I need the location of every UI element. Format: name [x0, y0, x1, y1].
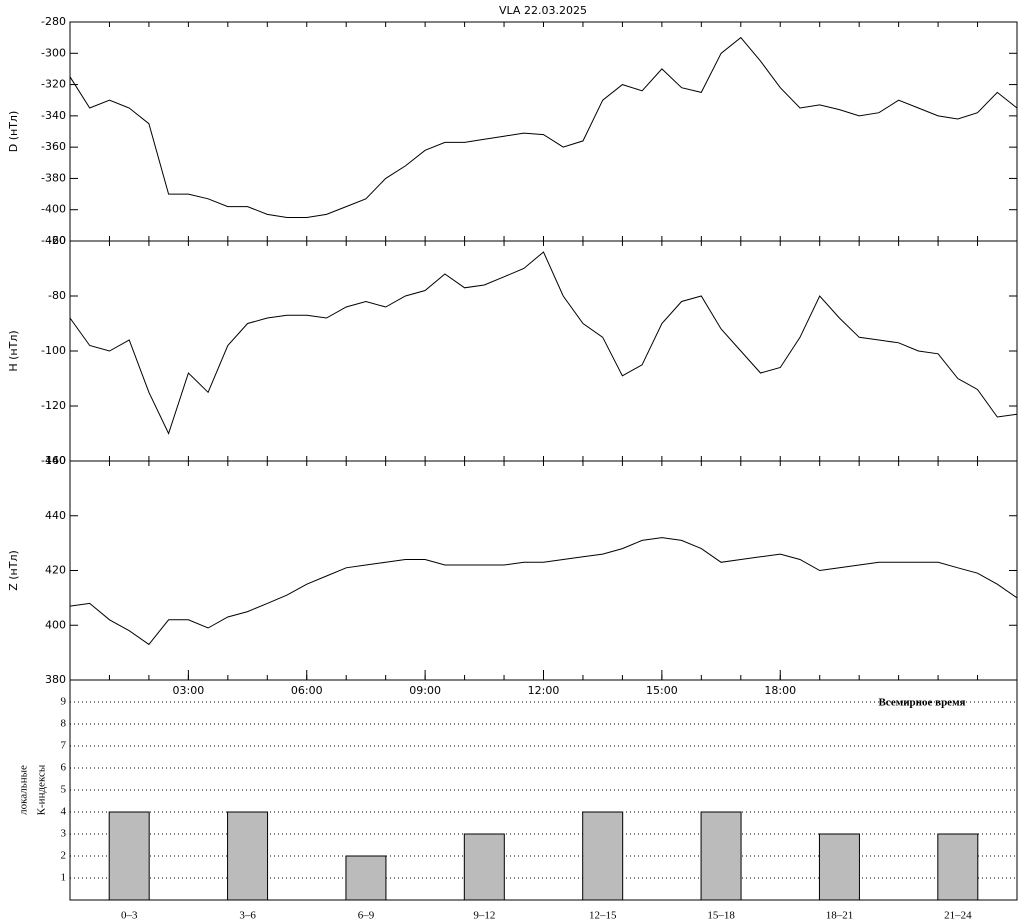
x-tick-label: 9–12	[473, 910, 495, 921]
y-tick-label: -280	[41, 15, 66, 28]
plot-frame	[69, 460, 1018, 681]
y-tick-label: -60	[48, 234, 66, 247]
bar	[463, 833, 505, 901]
y-tick-label: 9	[61, 696, 67, 708]
y-tick-label: 8	[61, 718, 67, 730]
x-tick-label: 3–6	[239, 910, 256, 921]
y-tick-label: -360	[41, 140, 66, 153]
x-tick-label: 18:00	[764, 684, 796, 697]
y-axis-label: локальные	[18, 765, 30, 815]
x-tick-label: 12:00	[528, 684, 560, 697]
y-tick-label: 380	[45, 673, 66, 686]
y-tick-label: -120	[41, 399, 66, 412]
y-tick-label: -140	[41, 454, 66, 467]
bar	[108, 811, 150, 901]
y-tick-label: -400	[41, 203, 66, 216]
y-tick-label: -380	[41, 171, 66, 184]
y-tick-label: 4	[61, 806, 67, 818]
y-tick-label: 5	[61, 784, 67, 796]
y-tick-label: 400	[45, 618, 66, 631]
y-axis-label: К-индексы	[36, 764, 48, 815]
y-tick-label: -320	[41, 78, 66, 91]
bar	[345, 855, 387, 901]
plot-frame	[69, 240, 1018, 462]
x-tick-label: 15:00	[646, 684, 678, 697]
y-tick-label: 460	[45, 454, 66, 467]
plot-frame	[69, 21, 1018, 242]
y-tick-label: -300	[41, 46, 66, 59]
x-tick-label: 06:00	[291, 684, 323, 697]
y-axis-label: H (нТл)	[7, 330, 20, 371]
y-tick-label: 3	[61, 828, 67, 840]
data-line	[69, 251, 1018, 435]
x-tick-label: 6–9	[358, 910, 375, 921]
data-line	[69, 537, 1018, 646]
bar	[700, 811, 742, 901]
x-tick-label: 18–21	[826, 910, 854, 921]
bar	[937, 833, 979, 901]
x-tick-label: 21–24	[944, 910, 972, 921]
y-tick-label: 440	[45, 509, 66, 522]
y-tick-label: 2	[61, 850, 67, 862]
y-tick-label: -100	[41, 344, 66, 357]
chart-title: VLA 22.03.2025	[499, 4, 587, 17]
x-axis-label: Всемирное время	[878, 697, 965, 709]
x-tick-label: 0–3	[121, 910, 138, 921]
y-tick-label: -420	[41, 234, 66, 247]
y-tick-label: 6	[61, 762, 67, 774]
x-tick-label: 15–18	[707, 910, 735, 921]
x-tick-label: 03:00	[173, 684, 205, 697]
x-tick-label: 12–15	[589, 910, 617, 921]
y-tick-label: 420	[45, 564, 66, 577]
bar	[582, 811, 624, 901]
data-line	[69, 36, 1018, 218]
bar	[227, 811, 269, 901]
y-axis-label: D (нТл)	[7, 111, 20, 153]
y-tick-label: 1	[61, 872, 67, 884]
y-axis-label: Z (нТл)	[7, 550, 20, 591]
x-tick-label: 09:00	[409, 684, 441, 697]
y-tick-label: -80	[48, 289, 66, 302]
y-tick-label: -340	[41, 109, 66, 122]
bar	[818, 833, 860, 901]
y-tick-label: 7	[61, 740, 67, 752]
